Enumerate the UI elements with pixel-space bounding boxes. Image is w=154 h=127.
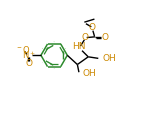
Text: O: O (25, 59, 32, 68)
Text: O: O (89, 23, 96, 32)
Text: OH: OH (83, 69, 97, 78)
Text: O: O (82, 33, 89, 42)
Text: O: O (101, 33, 108, 42)
Text: N$^+$: N$^+$ (22, 49, 36, 61)
Text: HN: HN (72, 42, 86, 51)
Text: OH: OH (102, 54, 116, 63)
Text: $^-$O: $^-$O (14, 44, 30, 55)
